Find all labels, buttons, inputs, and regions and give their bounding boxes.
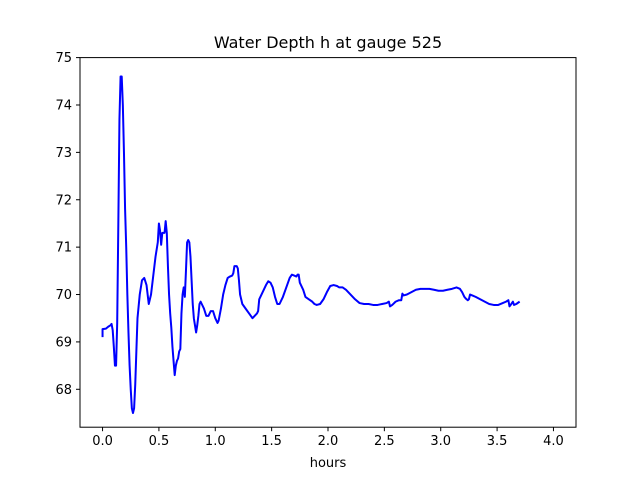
chart-title: Water Depth h at gauge 525: [214, 33, 442, 52]
y-tick-label: 73: [55, 146, 72, 161]
series-line-0: [101, 75, 521, 414]
y-tick-label: 72: [55, 193, 72, 208]
x-axis: 0.0 0.5 1.0 1.5 2.0 2.5 3.0 3.5 4.0: [92, 427, 564, 449]
x-tick-label: 2.0: [318, 434, 339, 449]
x-tick-label: 0.0: [92, 434, 113, 449]
y-axis: 68 69 70 71 72 73 74 75: [55, 51, 80, 398]
y-tick-label: 70: [55, 288, 72, 303]
y-tick-label: 71: [55, 241, 72, 256]
x-tick-label: 1.5: [261, 434, 282, 449]
y-tick-label: 74: [55, 98, 72, 113]
x-tick-label: 1.0: [205, 434, 226, 449]
y-tick-label: 69: [55, 335, 72, 350]
x-tick-label: 3.0: [430, 434, 451, 449]
x-axis-label: hours: [310, 456, 347, 471]
y-tick-label: 68: [55, 383, 72, 398]
x-tick-label: 0.5: [149, 434, 170, 449]
x-tick-label: 3.5: [487, 434, 508, 449]
x-tick-label: 2.5: [374, 434, 395, 449]
x-tick-label: 4.0: [543, 434, 564, 449]
plot-area: [101, 75, 521, 414]
y-tick-label: 75: [55, 51, 72, 66]
plot-frame: [79, 57, 577, 428]
